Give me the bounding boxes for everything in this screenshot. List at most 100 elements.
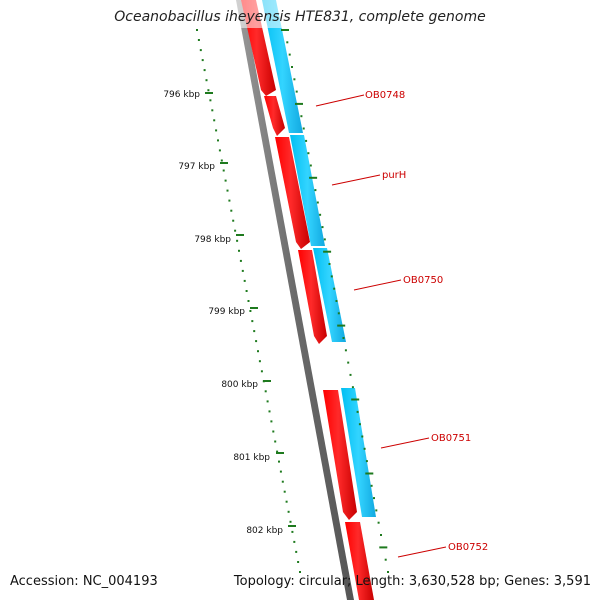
cds-arrow xyxy=(298,250,327,344)
ruler-minor-tick xyxy=(207,89,210,92)
ruler-minor-tick xyxy=(260,370,263,373)
gene-label-ob0752[interactable]: OB0752 xyxy=(448,542,488,553)
outer-tick xyxy=(358,423,361,426)
ruler-major-tick xyxy=(276,452,284,454)
ruler-minor-tick xyxy=(213,119,216,122)
ruler-minor-tick xyxy=(203,69,206,72)
ruler-minor-tick xyxy=(279,470,282,473)
outer-tick xyxy=(328,263,331,265)
outer-tick xyxy=(379,546,388,549)
outer-tick xyxy=(342,337,345,339)
outer-tick xyxy=(321,226,324,229)
ruler-minor-tick xyxy=(211,109,214,112)
ruler-minor-tick xyxy=(257,350,259,353)
ruler-label-797: 797 kbp xyxy=(178,162,215,172)
outer-tick xyxy=(384,558,387,561)
outer-tick xyxy=(286,41,289,44)
cds-arrow xyxy=(323,390,357,520)
outer-tick xyxy=(323,250,332,253)
ruler-label-800: 800 kbp xyxy=(221,380,258,390)
ruler-minor-tick xyxy=(217,139,219,142)
cds-arrow xyxy=(275,137,310,249)
ruler-minor-tick xyxy=(270,420,273,423)
ruler-minor-tick xyxy=(205,79,208,82)
ruler-minor-tick xyxy=(226,189,229,192)
outer-tick xyxy=(347,361,350,364)
ruler-minor-tick xyxy=(247,300,250,302)
outer-tick xyxy=(293,78,296,81)
leader-line xyxy=(397,546,447,558)
ruler-minor-tick xyxy=(228,199,231,202)
ruler-label-798: 798 kbp xyxy=(194,235,231,245)
ruler-minor-tick xyxy=(276,450,279,453)
ruler-minor-tick xyxy=(264,390,267,393)
gene-bar xyxy=(313,248,346,342)
gene-label-ob0750[interactable]: OB0750 xyxy=(403,275,443,286)
ruler-minor-tick xyxy=(285,500,288,503)
ruler-minor-tick xyxy=(220,159,223,162)
ruler-minor-tick xyxy=(224,179,227,182)
accession-text: Accession: NC_004193 xyxy=(10,574,158,589)
ruler-minor-tick xyxy=(245,290,248,292)
outer-tick xyxy=(316,201,319,204)
ruler-major-tick xyxy=(288,525,296,527)
ruler-minor-tick xyxy=(243,279,246,282)
ruler-label-801: 801 kbp xyxy=(233,453,270,463)
ruler-minor-tick xyxy=(272,430,275,433)
outer-tick xyxy=(337,324,346,327)
outer-tick xyxy=(337,312,340,315)
outer-tick xyxy=(302,127,305,130)
gene-label-ob0748[interactable]: OB0748 xyxy=(365,90,405,101)
outer-tick xyxy=(373,497,375,500)
outer-tick xyxy=(335,300,338,302)
ruler-minor-tick xyxy=(281,480,284,483)
cds-arrow xyxy=(264,96,285,136)
ruler-minor-tick xyxy=(274,440,277,443)
outer-tick xyxy=(375,509,378,512)
ruler-minor-tick xyxy=(278,460,280,463)
outer-tick xyxy=(288,53,291,56)
outer-tick xyxy=(365,472,374,475)
ruler-minor-tick xyxy=(291,530,294,533)
ruler-minor-tick xyxy=(234,229,237,232)
ruler-minor-tick xyxy=(236,239,239,242)
ruler-minor-tick xyxy=(249,310,252,312)
ruler-minor-tick xyxy=(266,400,269,403)
ruler-minor-tick xyxy=(196,29,198,31)
outer-tick xyxy=(344,349,347,352)
ruler-minor-tick xyxy=(209,99,212,102)
outer-tick xyxy=(309,164,312,167)
ruler-minor-tick xyxy=(293,540,296,543)
ruler-minor-tick xyxy=(218,149,221,152)
outer-tick xyxy=(300,115,303,118)
outer-tick xyxy=(314,189,317,192)
ruler-major-tick xyxy=(205,92,213,94)
ruler-minor-tick xyxy=(289,520,292,523)
outer-tick xyxy=(380,534,382,536)
ruler-track xyxy=(196,29,301,573)
ruler-major-tick xyxy=(220,162,228,164)
leader-line xyxy=(380,437,430,449)
ruler-major-tick xyxy=(250,307,258,309)
ruler-minor-tick xyxy=(241,269,244,272)
outer-tick-track xyxy=(281,29,389,573)
ruler-minor-tick xyxy=(255,340,258,343)
outer-tick xyxy=(295,90,298,93)
gene-labels: OB0748 purH OB0750 OB0751 OB0752 xyxy=(315,90,488,558)
leader-line xyxy=(315,94,365,107)
outer-tick xyxy=(387,571,389,573)
ruler-minor-tick xyxy=(268,410,271,413)
gene-label-purh[interactable]: purH xyxy=(382,170,406,181)
ruler-minor-tick xyxy=(199,49,202,52)
title-backdrop xyxy=(0,0,600,28)
ruler-label-799: 799 kbp xyxy=(208,307,245,317)
ruler-minor-tick xyxy=(253,330,256,333)
outer-tick xyxy=(281,29,289,31)
ruler-minor-tick xyxy=(215,129,218,132)
gene-label-ob0751[interactable]: OB0751 xyxy=(431,433,471,444)
outer-tick xyxy=(323,238,326,241)
outer-tick xyxy=(370,484,373,487)
ruler-minor-tick xyxy=(197,39,200,41)
ruler-label-802: 802 kbp xyxy=(246,526,283,536)
